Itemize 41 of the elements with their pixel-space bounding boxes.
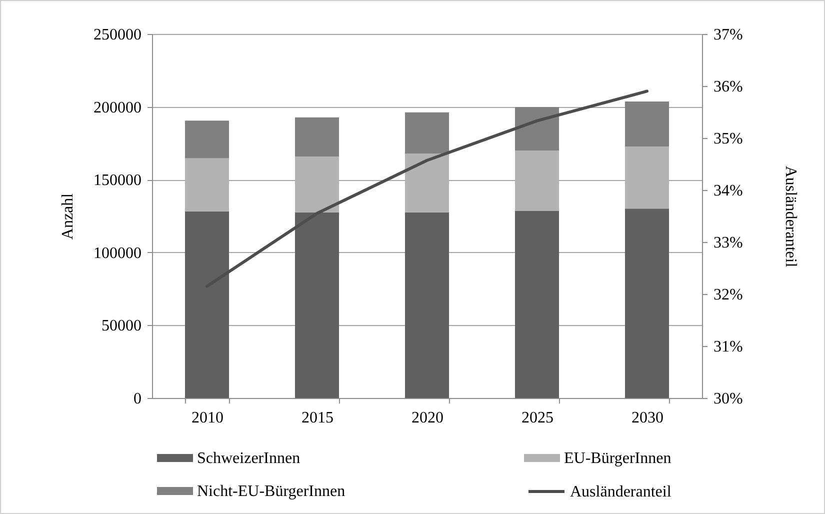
y-tick-label: 250000 [94, 26, 142, 44]
y2-tick-label: 34% [714, 182, 743, 200]
bar [515, 211, 559, 398]
bar [405, 212, 449, 398]
y2-tick-label: 37% [714, 26, 743, 44]
y-tick-label: 50000 [102, 318, 142, 335]
bar [625, 102, 669, 147]
y-tick-label: 100000 [94, 244, 142, 262]
bar [515, 106, 559, 151]
bar [515, 150, 559, 212]
y2-tick-label: 30% [714, 390, 743, 408]
x-tick-label: 2030 [632, 410, 664, 426]
y2-tick-label: 31% [714, 338, 743, 356]
legend-label: Ausländeranteil [570, 484, 672, 500]
bar [295, 212, 339, 398]
x-tick-label: 2020 [412, 410, 444, 426]
legend-label: Nicht-EU-BürgerInnen [197, 483, 346, 500]
y2-tick-label: 36% [714, 78, 743, 96]
x-tick-label: 2025 [522, 410, 554, 426]
y2-axis-title: Ausländeranteil [782, 166, 799, 268]
bar [405, 112, 449, 154]
line-series [206, 90, 648, 288]
y-tick-label: 150000 [94, 172, 142, 190]
y2-tick-label: 33% [714, 234, 743, 252]
bar [295, 156, 339, 212]
y-tick-label: 200000 [94, 99, 142, 116]
bar [625, 208, 669, 398]
bar [185, 211, 229, 398]
bar [295, 117, 339, 157]
bar [185, 120, 229, 158]
y2-tick-label: 35% [714, 130, 743, 148]
bar [185, 158, 229, 212]
x-tick-label: 2015 [302, 410, 334, 426]
legend-label: EU-BürgerInnen [564, 450, 672, 467]
y2-tick-label: 32% [714, 286, 743, 304]
legend-label: SchweizerInnen [197, 450, 300, 467]
y-tick-label: 0 [134, 390, 142, 408]
bar [405, 154, 449, 212]
x-tick-label: 2010 [192, 410, 224, 426]
bar [625, 146, 669, 209]
y-axis-title: Anzahl [60, 192, 76, 240]
